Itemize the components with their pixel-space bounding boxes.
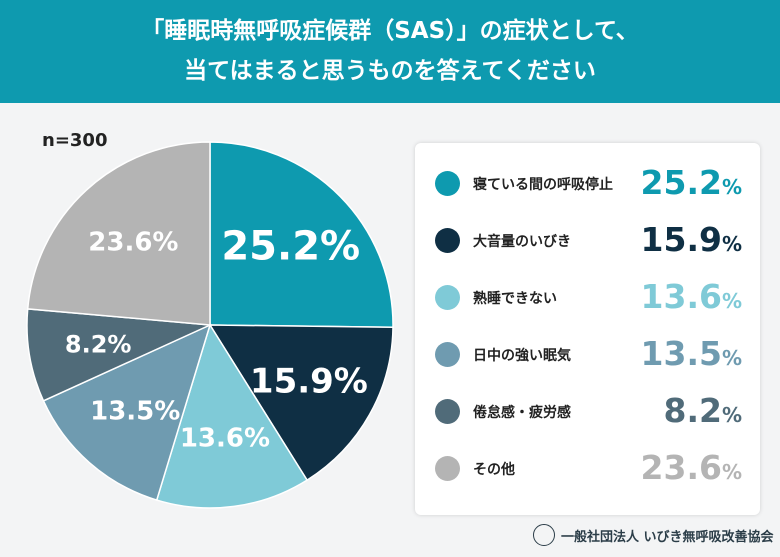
legend-swatch (435, 171, 460, 196)
legend-swatch (435, 342, 460, 367)
pie-slice (42, 323, 212, 502)
pie-slice (26, 141, 211, 326)
legend-label: その他 (473, 462, 515, 478)
legend-item: 大音量のいびき 15.9% (415, 220, 760, 260)
legend-label: 日中の強い眠気 (473, 348, 571, 364)
organization-name: 一般社団法人 いびき無呼吸改善協会 (561, 529, 774, 545)
pie-data-label: 25.2% (221, 223, 360, 269)
pie-slice (155, 323, 309, 509)
legend-value: 13.5% (640, 334, 742, 373)
pie-data-label: 13.6% (180, 424, 270, 454)
pie-slice (208, 324, 394, 482)
legend-swatch (435, 228, 460, 253)
pie-data-label: 15.9% (250, 361, 368, 401)
legend-item: 寝ている間の呼吸停止 25.2% (415, 163, 760, 203)
legend-label: 倦怠感・疲労感 (473, 405, 571, 421)
legend-value: 15.9% (640, 220, 742, 259)
sample-size: n=300 (42, 130, 108, 151)
pie-data-label: 8.2% (65, 331, 132, 359)
title-line-2: 当てはまると思うものを答えてください (184, 58, 596, 84)
pie-slice (26, 308, 213, 402)
legend-value: 25.2% (640, 163, 742, 202)
pie-slice (209, 141, 394, 329)
legend-item: 倦怠感・疲労感 8.2% (415, 391, 760, 431)
title-banner: 「睡眠時無呼吸症候群（SAS）」の症状として、 当てはまると思うものを答えてくだ… (0, 0, 780, 103)
legend-swatch (435, 456, 460, 481)
pie-data-label: 23.6% (88, 227, 178, 257)
legend-item: 熟睡できない 13.6% (415, 277, 760, 317)
organization-logo-icon (533, 524, 555, 546)
pie-data-label: 13.5% (90, 396, 180, 426)
legend-label: 熟睡できない (473, 291, 557, 307)
pie-chart: 25.2% 15.9% 13.6%13.5% 8.2% 23.6% (26, 141, 394, 509)
legend: 寝ている間の呼吸停止 25.2% 大音量のいびき 15.9% 熟睡できない 13… (415, 143, 760, 515)
legend-swatch (435, 399, 460, 424)
legend-swatch (435, 285, 460, 310)
legend-item: 日中の強い眠気 13.5% (415, 334, 760, 374)
legend-label: 大音量のいびき (473, 234, 571, 250)
legend-value: 13.6% (640, 277, 742, 316)
legend-item: その他 23.6% (415, 448, 760, 488)
footer: 一般社団法人 いびき無呼吸改善協会 (533, 524, 774, 546)
title-line-1: 「睡眠時無呼吸症候群（SAS）」の症状として、 (141, 18, 639, 44)
legend-label: 寝ている間の呼吸停止 (473, 177, 613, 193)
legend-value: 23.6% (640, 448, 742, 487)
legend-value: 8.2% (663, 391, 742, 430)
